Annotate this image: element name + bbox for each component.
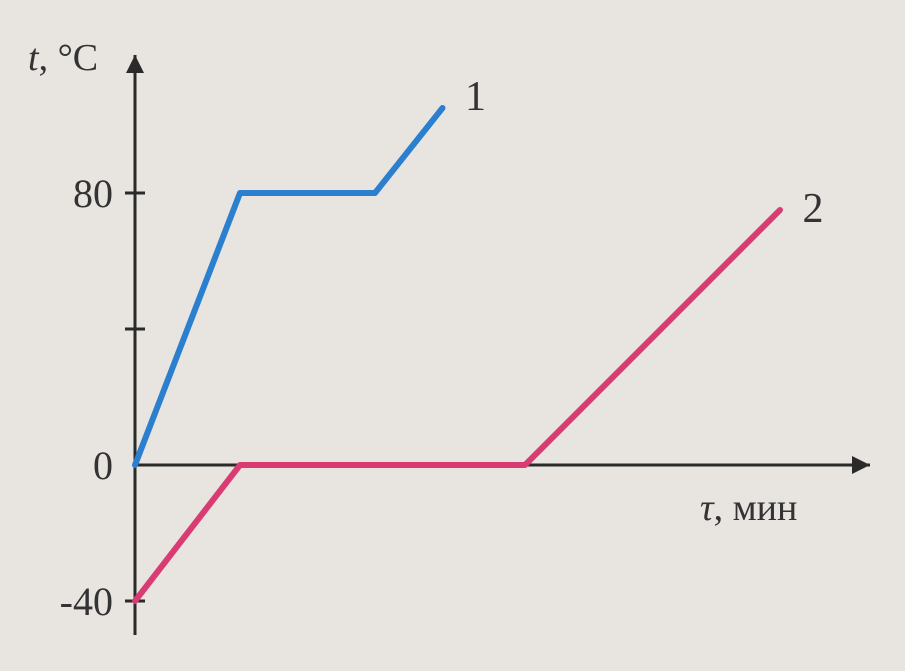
chart-svg: -40 0 80 1 2 t, °C τ, мин	[0, 0, 905, 671]
series-label-1: 1	[465, 74, 486, 120]
y-tick-label: 0	[93, 443, 113, 488]
series-label-2: 2	[803, 186, 824, 232]
y-tick-label: -40	[60, 579, 113, 624]
x-axis-label: τ, мин	[700, 487, 797, 529]
y-axis-label: t, °C	[28, 37, 98, 79]
y-tick-label: 80	[73, 171, 113, 216]
temperature-time-chart: -40 0 80 1 2 t, °C τ, мин	[0, 0, 905, 671]
